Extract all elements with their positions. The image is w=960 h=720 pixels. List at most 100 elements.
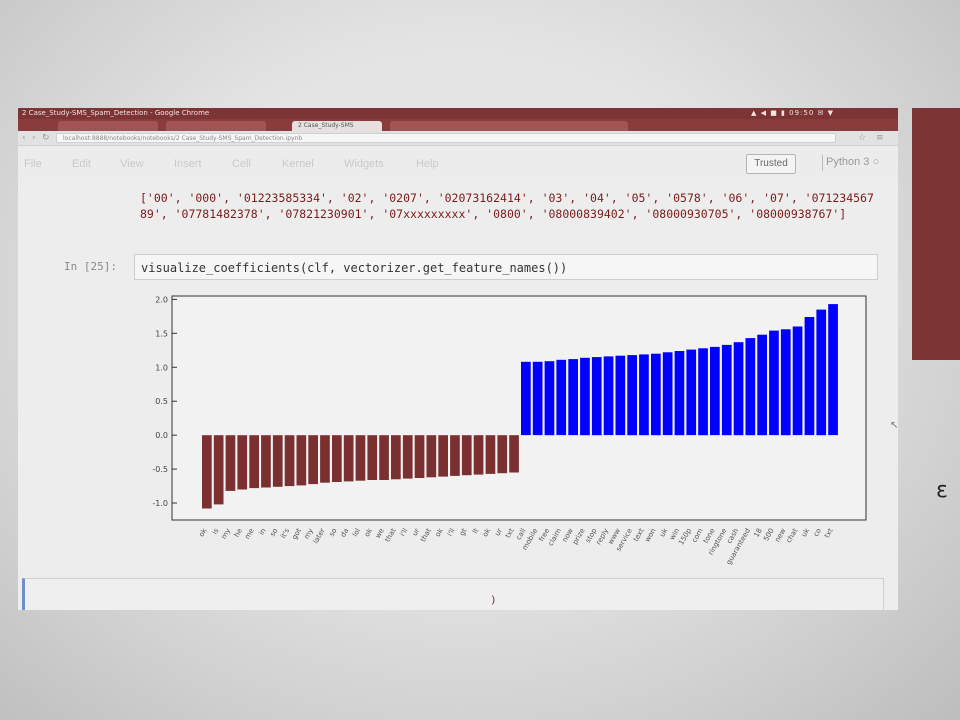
x-tick-label: it's <box>279 527 291 540</box>
bar <box>343 435 354 482</box>
bar <box>296 435 307 486</box>
trusted-indicator[interactable]: Trusted <box>746 154 796 174</box>
bar <box>391 435 401 480</box>
x-tick-label: 18 <box>752 527 763 539</box>
browser-tab-active[interactable]: 2 Case_Study-SMS <box>292 121 382 131</box>
menu-insert[interactable]: Insert <box>174 158 202 170</box>
bar <box>568 359 578 436</box>
mouse-pointer-icon: ↖ <box>890 420 899 431</box>
y-tick-label: -0.5 <box>152 465 168 474</box>
tab-bar: 2 Case_Study-SMS <box>18 119 898 131</box>
bar <box>804 317 815 436</box>
slide-marker-icon: ε <box>936 478 948 503</box>
bar <box>213 435 224 505</box>
x-tick-label: ok <box>363 526 375 538</box>
x-tick-label: that <box>419 527 433 544</box>
bar <box>473 435 484 475</box>
x-tick-label: ur <box>411 527 422 537</box>
x-tick-label: da <box>339 527 350 539</box>
address-bar-row: ‹ › ↻ localhost:8888/notebooks/notebooks… <box>18 131 898 146</box>
bookmark-star-icon[interactable]: ☆ <box>858 133 867 143</box>
bar <box>627 355 637 436</box>
menu-view[interactable]: View <box>120 158 144 170</box>
x-tick-label: uk <box>800 526 812 538</box>
cell-prompt: In [25]: <box>64 260 117 273</box>
bar <box>225 435 236 491</box>
slide-accent-bar <box>912 108 960 360</box>
bar <box>485 435 496 474</box>
x-tick-label: won <box>643 527 657 544</box>
bar <box>828 304 838 436</box>
x-tick-label: co <box>812 527 823 538</box>
tab-label: 2 Case_Study-SMS <box>298 122 354 129</box>
bar <box>757 334 767 436</box>
next-code-cell[interactable]: ⁾ <box>22 578 884 610</box>
bar <box>780 329 791 436</box>
x-tick-label: so <box>269 527 280 538</box>
menu-kernel[interactable]: Kernel <box>282 158 314 170</box>
browser-tab[interactable] <box>166 121 266 131</box>
x-tick-label: is <box>211 527 221 536</box>
y-tick-label: 1.5 <box>155 329 168 338</box>
menu-file[interactable]: File <box>24 158 42 170</box>
bar <box>769 330 779 436</box>
bar <box>686 349 697 436</box>
bar <box>249 435 259 489</box>
x-tick-label: ur <box>493 527 504 537</box>
x-tick-label: my <box>220 527 232 540</box>
bar <box>320 435 330 483</box>
x-tick-label: uk <box>658 526 670 538</box>
menubar-divider <box>822 155 823 171</box>
window-titlebar: 2 Case_Study-SMS_Spam_Detection - Google… <box>18 108 898 119</box>
bar <box>332 435 342 482</box>
bar <box>721 344 732 436</box>
bar <box>272 435 283 487</box>
bar <box>674 351 685 436</box>
system-tray: ▲ ◀ ■ ▮ 09:50 ✉ ▼ <box>750 109 834 117</box>
y-tick-label: 0.5 <box>155 397 168 406</box>
y-tick-label: 2.0 <box>155 295 168 304</box>
y-tick-label: -1.0 <box>152 499 168 508</box>
bar <box>461 435 472 476</box>
bar <box>402 435 413 479</box>
bar <box>662 352 673 436</box>
x-tick-label: me <box>243 527 255 541</box>
menu-help[interactable]: Help <box>416 158 439 170</box>
x-tick-label: 150p <box>677 527 693 547</box>
browser-tab[interactable] <box>474 121 564 131</box>
bar <box>544 361 555 436</box>
x-tick-label: we <box>374 527 386 540</box>
code-cell[interactable]: visualize_coefficients(clf, vectorizer.g… <box>134 254 878 280</box>
bar <box>556 359 567 436</box>
browser-tab[interactable] <box>390 121 480 131</box>
notebook-menubar: File Edit View Insert Cell Kernel Widget… <box>18 146 898 182</box>
menu-cell[interactable]: Cell <box>232 158 251 170</box>
url-input[interactable]: localhost:8888/notebooks/notebooks/2 Cas… <box>56 133 836 143</box>
forward-icon[interactable]: › <box>32 133 36 143</box>
y-tick-label: 0.0 <box>155 431 168 440</box>
back-icon[interactable]: ‹ <box>22 133 26 143</box>
x-tick-label: ok <box>197 526 209 538</box>
browser-tab[interactable] <box>58 121 158 131</box>
x-tick-label: txt <box>504 527 516 540</box>
x-tick-label: got <box>290 527 303 541</box>
bar <box>202 435 212 509</box>
bar <box>414 435 425 478</box>
bar <box>367 435 378 480</box>
bar <box>792 326 803 436</box>
reload-icon[interactable]: ↻ <box>42 133 50 143</box>
bar <box>745 338 756 436</box>
bar <box>308 435 318 485</box>
menu-edit[interactable]: Edit <box>72 158 91 170</box>
bar <box>426 435 437 478</box>
bar <box>615 355 626 436</box>
bar-series <box>202 304 838 509</box>
bar <box>603 356 614 436</box>
browser-menu-icon[interactable]: ≡ <box>876 133 884 143</box>
menu-widgets[interactable]: Widgets <box>344 158 384 170</box>
bar <box>379 435 389 480</box>
browser-tab[interactable] <box>558 121 628 131</box>
bar <box>580 357 590 436</box>
x-tick-label: he <box>233 527 244 539</box>
x-tick-label: prize <box>571 527 587 546</box>
